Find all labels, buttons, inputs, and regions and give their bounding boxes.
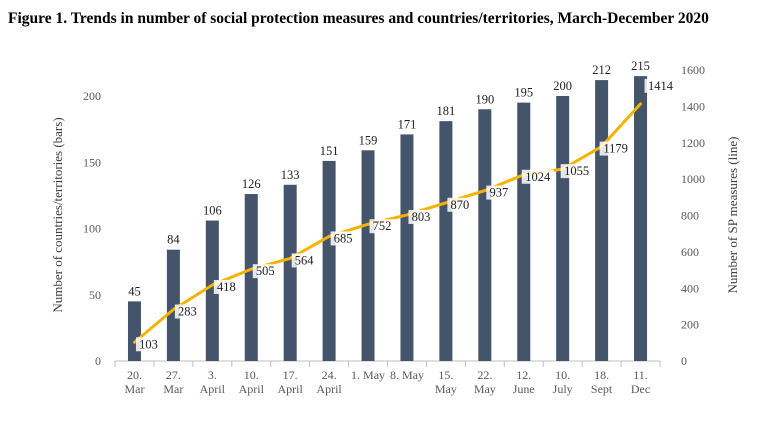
bar-value-label: 212 <box>592 63 611 77</box>
bar <box>361 150 375 361</box>
line-value-label: 1055 <box>564 164 589 178</box>
bar-value-label: 126 <box>242 177 261 191</box>
left-y-tick-label: 0 <box>95 354 101 368</box>
line-label-bg <box>408 209 434 224</box>
bar-value-label: 200 <box>553 79 572 93</box>
x-tick-label: 17. April <box>278 368 304 396</box>
line-value-label: 937 <box>489 186 508 200</box>
line-value-label: 283 <box>178 305 197 319</box>
right-y-tick-label: 1200 <box>681 136 705 150</box>
bar-value-label: 45 <box>128 284 141 298</box>
x-tick-label: 1. May <box>351 368 385 382</box>
x-tick-label: 12. June <box>513 368 535 396</box>
line-label-bg <box>599 141 632 156</box>
line-value-label: 685 <box>334 231 353 245</box>
right-y-tick-label: 800 <box>681 209 699 223</box>
line-label-bg <box>174 304 200 319</box>
line-value-label: 803 <box>412 210 431 224</box>
bar-value-label: 133 <box>281 168 300 182</box>
bar-value-label: 195 <box>514 86 533 100</box>
x-tick-label: 10. April <box>239 368 265 396</box>
bar <box>166 249 180 361</box>
line-label-bg <box>486 185 512 200</box>
bar <box>283 184 297 361</box>
x-tick-label: 20. Mar <box>124 368 144 396</box>
x-tick-label: 24. April <box>316 368 342 396</box>
bar <box>244 194 258 361</box>
left-y-tick-label: 200 <box>83 89 101 103</box>
right-y-tick-label: 1600 <box>681 63 705 77</box>
bar <box>517 102 531 361</box>
line-value-label: 870 <box>451 198 470 212</box>
bar <box>556 96 570 361</box>
x-tick-label: 11. Dec <box>631 368 650 396</box>
line-label-bg <box>644 78 677 93</box>
x-tick-label: 10. July <box>553 368 573 396</box>
bar-value-label: 159 <box>359 133 378 147</box>
line-label-bg <box>330 231 356 246</box>
x-tick-label: 15. May <box>435 368 457 396</box>
bar <box>439 121 453 361</box>
x-tick-label: 8. May <box>390 368 424 382</box>
right-y-axis-title: Number of SP measures (line) <box>725 137 740 294</box>
right-y-tick-label: 200 <box>681 318 699 332</box>
right-y-tick-label: 400 <box>681 281 699 295</box>
line-value-label: 418 <box>217 280 236 294</box>
left-y-tick-label: 50 <box>89 288 101 302</box>
line-label-bg <box>521 169 554 184</box>
left-y-tick-label: 150 <box>83 155 101 169</box>
left-y-tick-label: 100 <box>83 222 101 236</box>
bar-value-label: 181 <box>437 104 456 118</box>
right-y-tick-label: 600 <box>681 245 699 259</box>
line-label-bg <box>447 197 473 212</box>
x-tick-label: 27. Mar <box>163 368 183 396</box>
bar-value-label: 106 <box>203 204 222 218</box>
line-value-label: 752 <box>373 219 392 233</box>
bar-value-label: 84 <box>167 233 180 247</box>
bar <box>595 80 609 361</box>
bar <box>127 301 141 361</box>
chart-title: Figure 1. Trends in number of social pro… <box>8 10 709 27</box>
line-value-label: 505 <box>256 264 275 278</box>
line-label-bg <box>291 253 317 268</box>
bar <box>205 220 219 361</box>
line-label-bg <box>560 164 593 179</box>
bar <box>400 134 414 361</box>
right-y-tick-label: 0 <box>681 354 687 368</box>
bar-value-label: 215 <box>631 59 650 73</box>
bar-value-label: 151 <box>320 144 339 158</box>
bar-value-label: 171 <box>398 117 417 131</box>
line-value-label: 1179 <box>603 142 628 156</box>
bar <box>634 76 648 361</box>
line-label-bg <box>135 337 161 352</box>
line-value-label: 1414 <box>648 79 674 93</box>
line-value-label: 103 <box>139 337 158 351</box>
left-y-axis-title: Number of countries/territories (bars) <box>50 117 65 312</box>
line-label-bg <box>369 219 395 234</box>
bar <box>478 109 492 361</box>
bar-value-label: 190 <box>475 92 494 106</box>
bar <box>322 160 336 361</box>
right-y-tick-label: 1000 <box>681 172 705 186</box>
line-label-bg <box>213 279 239 294</box>
line-value-label: 1024 <box>525 170 551 184</box>
x-tick-label: 3. April <box>200 368 226 396</box>
x-tick-label: 18. Sept <box>591 368 613 396</box>
right-y-tick-label: 1400 <box>681 99 705 113</box>
x-tick-label: 22. May <box>474 368 496 396</box>
line-value-label: 564 <box>295 253 315 267</box>
line-label-bg <box>252 264 278 279</box>
